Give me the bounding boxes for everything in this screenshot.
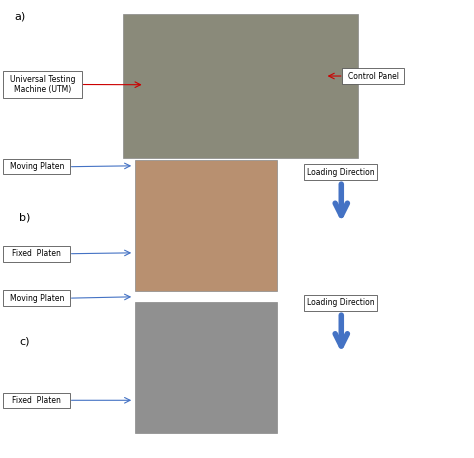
- Text: Fixed  Platen: Fixed Platen: [12, 396, 61, 405]
- FancyBboxPatch shape: [342, 68, 404, 84]
- Text: Loading Direction: Loading Direction: [307, 298, 374, 307]
- Text: Moving Platen: Moving Platen: [9, 162, 64, 171]
- Text: b): b): [19, 213, 30, 223]
- Text: Control Panel: Control Panel: [348, 71, 399, 81]
- FancyBboxPatch shape: [304, 164, 377, 180]
- FancyBboxPatch shape: [135, 160, 277, 291]
- FancyBboxPatch shape: [3, 159, 70, 174]
- Text: c): c): [19, 337, 29, 347]
- FancyBboxPatch shape: [135, 302, 277, 433]
- FancyBboxPatch shape: [3, 71, 82, 98]
- Text: Loading Direction: Loading Direction: [307, 168, 374, 177]
- FancyBboxPatch shape: [3, 246, 70, 262]
- FancyBboxPatch shape: [304, 295, 377, 311]
- Text: Moving Platen: Moving Platen: [9, 294, 64, 303]
- FancyBboxPatch shape: [123, 14, 358, 158]
- Text: Universal Testing
Machine (UTM): Universal Testing Machine (UTM): [10, 75, 75, 94]
- FancyBboxPatch shape: [3, 393, 70, 408]
- Text: a): a): [14, 11, 26, 22]
- Text: Fixed  Platen: Fixed Platen: [12, 249, 61, 258]
- FancyBboxPatch shape: [3, 290, 70, 306]
